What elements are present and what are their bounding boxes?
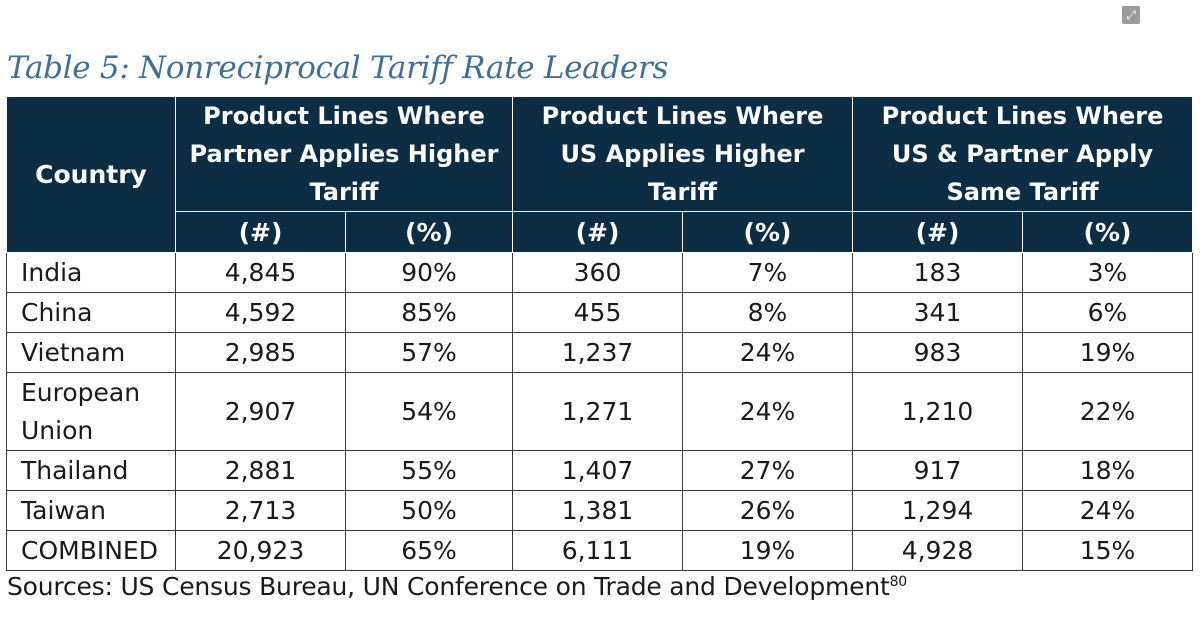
- value-cell: 24%: [682, 372, 853, 451]
- value-cell: 341: [852, 292, 1023, 333]
- value-cell: 19%: [682, 530, 853, 571]
- country-cell: European Union: [6, 372, 176, 451]
- subheader-percent: (%): [1022, 211, 1193, 253]
- value-cell: 455: [512, 292, 683, 333]
- subheader-count: (#): [175, 211, 346, 253]
- table-row: European Union 2,907 54% 1,271 24% 1,210…: [6, 372, 1193, 451]
- country-line: Union: [21, 415, 94, 445]
- value-cell: 1,210: [852, 372, 1023, 451]
- value-cell: 65%: [345, 530, 513, 571]
- group-header-line: Product Lines Where: [881, 102, 1164, 130]
- sources-note: Sources: US Census Bureau, UN Conference…: [7, 572, 907, 601]
- value-cell: 1,294: [852, 490, 1023, 531]
- tariff-table: Country Product Lines Where Partner Appl…: [6, 96, 1193, 571]
- country-cell: Thailand: [6, 450, 176, 491]
- value-cell: 19%: [1022, 332, 1193, 373]
- value-cell: 4,845: [175, 252, 346, 293]
- value-cell: 7%: [682, 252, 853, 293]
- footnote-ref: 80: [889, 574, 908, 590]
- value-cell: 55%: [345, 450, 513, 491]
- table-row: India 4,845 90% 360 7% 183 3%: [6, 252, 1193, 293]
- value-cell: 4,592: [175, 292, 346, 333]
- group-header-line: Product Lines Where: [203, 102, 485, 130]
- table-row-combined: COMBINED 20,923 65% 6,111 19% 4,928 15%: [6, 530, 1193, 571]
- sources-text: Sources: US Census Bureau, UN Conference…: [7, 572, 890, 601]
- value-cell: 3%: [1022, 252, 1193, 293]
- value-cell: 1,407: [512, 450, 683, 491]
- value-cell: 20,923: [175, 530, 346, 571]
- subheader-percent: (%): [682, 211, 853, 253]
- value-cell: 26%: [682, 490, 853, 531]
- group-header-line: Tariff: [648, 178, 717, 206]
- fullscreen-icon[interactable]: ⤢: [1122, 6, 1140, 24]
- group-header-line: US & Partner Apply: [891, 140, 1154, 168]
- group-header-line: Partner Applies Higher: [189, 140, 499, 168]
- value-cell: 85%: [345, 292, 513, 333]
- subheader-row: (#) (%) (#) (%) (#) (%): [7, 211, 1193, 253]
- value-cell: 183: [852, 252, 1023, 293]
- group-header-same-tariff: Product Lines Where US & Partner Apply S…: [852, 96, 1193, 212]
- value-cell: 2,881: [175, 450, 346, 491]
- subheader-count: (#): [852, 211, 1023, 253]
- value-cell: 57%: [345, 332, 513, 373]
- subheader-count: (#): [512, 211, 683, 253]
- value-cell: 22%: [1022, 372, 1193, 451]
- value-cell: 4,928: [852, 530, 1023, 571]
- value-cell: 8%: [682, 292, 853, 333]
- table-row: Vietnam 2,985 57% 1,237 24% 983 19%: [6, 332, 1193, 373]
- group-header-line: Tariff: [309, 178, 379, 206]
- value-cell: 24%: [682, 332, 853, 373]
- group-header-line: US Applies Higher: [560, 140, 805, 168]
- group-header-partner-higher: Product Lines Where Partner Applies High…: [175, 96, 513, 212]
- value-cell: 2,985: [175, 332, 346, 373]
- value-cell: 54%: [345, 372, 513, 451]
- value-cell: 1,381: [512, 490, 683, 531]
- subheader-percent: (%): [345, 211, 513, 253]
- value-cell: 6%: [1022, 292, 1193, 333]
- value-cell: 2,907: [175, 372, 346, 451]
- table-title: Table 5: Nonreciprocal Tariff Rate Leade…: [7, 50, 669, 86]
- country-header: Country: [6, 96, 176, 253]
- country-cell: India: [6, 252, 176, 293]
- value-cell: 50%: [345, 490, 513, 531]
- value-cell: 1,271: [512, 372, 683, 451]
- value-cell: 15%: [1022, 530, 1193, 571]
- table-row: China 4,592 85% 455 8% 341 6%: [6, 292, 1193, 333]
- country-cell: Taiwan: [6, 490, 176, 531]
- value-cell: 360: [512, 252, 683, 293]
- value-cell: 2,713: [175, 490, 346, 531]
- value-cell: 983: [852, 332, 1023, 373]
- country-line: European: [21, 377, 141, 407]
- country-cell: Vietnam: [6, 332, 176, 373]
- country-cell: China: [6, 292, 176, 333]
- group-header-us-higher: Product Lines Where US Applies Higher Ta…: [512, 96, 853, 212]
- value-cell: 90%: [345, 252, 513, 293]
- table-row: Taiwan 2,713 50% 1,381 26% 1,294 24%: [6, 490, 1193, 531]
- value-cell: 6,111: [512, 530, 683, 571]
- value-cell: 27%: [682, 450, 853, 491]
- value-cell: 24%: [1022, 490, 1193, 531]
- value-cell: 1,237: [512, 332, 683, 373]
- value-cell: 18%: [1022, 450, 1193, 491]
- table-row: Thailand 2,881 55% 1,407 27% 917 18%: [6, 450, 1193, 491]
- group-header-line: Same Tariff: [946, 178, 1099, 206]
- header-row: Country Product Lines Where Partner Appl…: [6, 96, 1193, 253]
- value-cell: 917: [852, 450, 1023, 491]
- group-header-line: Product Lines Where: [541, 102, 824, 130]
- country-cell: COMBINED: [6, 530, 176, 571]
